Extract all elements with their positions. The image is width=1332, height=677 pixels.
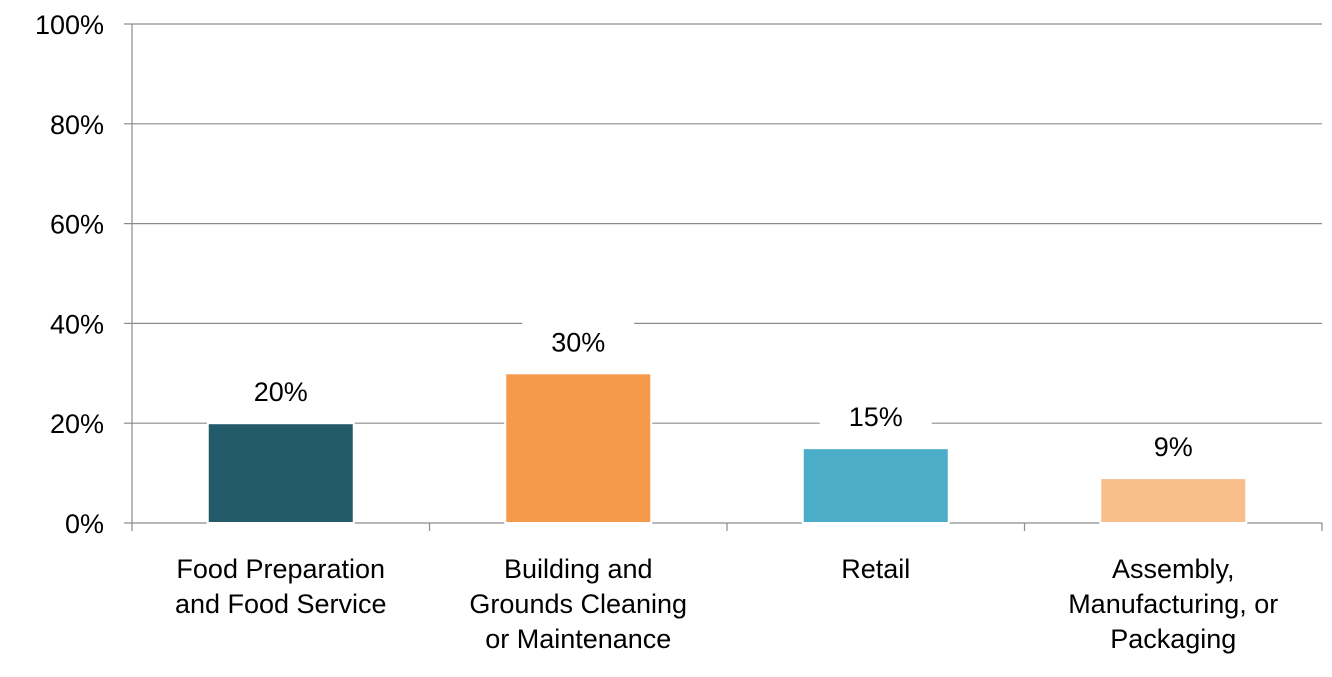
- category-labels: Food Preparation and Food Service Building…: [175, 554, 1278, 654]
- y-tick-label: 40%: [50, 309, 104, 339]
- category-label-line: and Food Service: [175, 589, 387, 619]
- y-tick-label: 80%: [50, 110, 104, 140]
- category-label-line: Food Preparation: [176, 554, 385, 584]
- category-label-line: Building and: [504, 554, 653, 584]
- data-labels: 20% 30% 15% 9%: [224, 321, 1230, 469]
- data-label-background: [224, 371, 337, 414]
- y-tick-label: 100%: [35, 10, 104, 40]
- y-axis-tick-labels: 0% 20% 40% 60% 80% 100%: [35, 10, 132, 539]
- y-tick-label: 0%: [65, 509, 104, 539]
- bar: [206, 422, 355, 525]
- bars: [206, 372, 1248, 525]
- bar: [1099, 477, 1248, 524]
- data-label-background: [522, 321, 635, 364]
- category-label-line: Assembly,: [1112, 554, 1235, 584]
- data-label-background: [1117, 426, 1230, 469]
- category-label: Building and Grounds Cleaning or Maintenan…: [469, 554, 687, 654]
- category-label: Assembly, Manufacturing, or Packaging: [1068, 554, 1278, 654]
- data-label: 30%: [551, 327, 605, 357]
- category-label-line: or Maintenance: [485, 624, 671, 654]
- bar: [801, 447, 950, 524]
- data-label: 9%: [1154, 432, 1193, 462]
- category-label-line: Manufacturing, or: [1068, 589, 1278, 619]
- category-label-line: Grounds Cleaning: [469, 589, 687, 619]
- y-tick-label: 60%: [50, 210, 104, 240]
- y-tick-label: 20%: [50, 409, 104, 439]
- gridlines: [132, 23, 1322, 424]
- category-label-line: Retail: [841, 554, 910, 584]
- category-label: Retail: [841, 554, 910, 584]
- data-label-background: [819, 396, 932, 439]
- category-label-line: Packaging: [1110, 624, 1236, 654]
- data-label: 15%: [849, 402, 903, 432]
- data-label: 20%: [254, 377, 308, 407]
- bar: [504, 372, 653, 524]
- category-label: Food Preparation and Food Service: [175, 554, 387, 619]
